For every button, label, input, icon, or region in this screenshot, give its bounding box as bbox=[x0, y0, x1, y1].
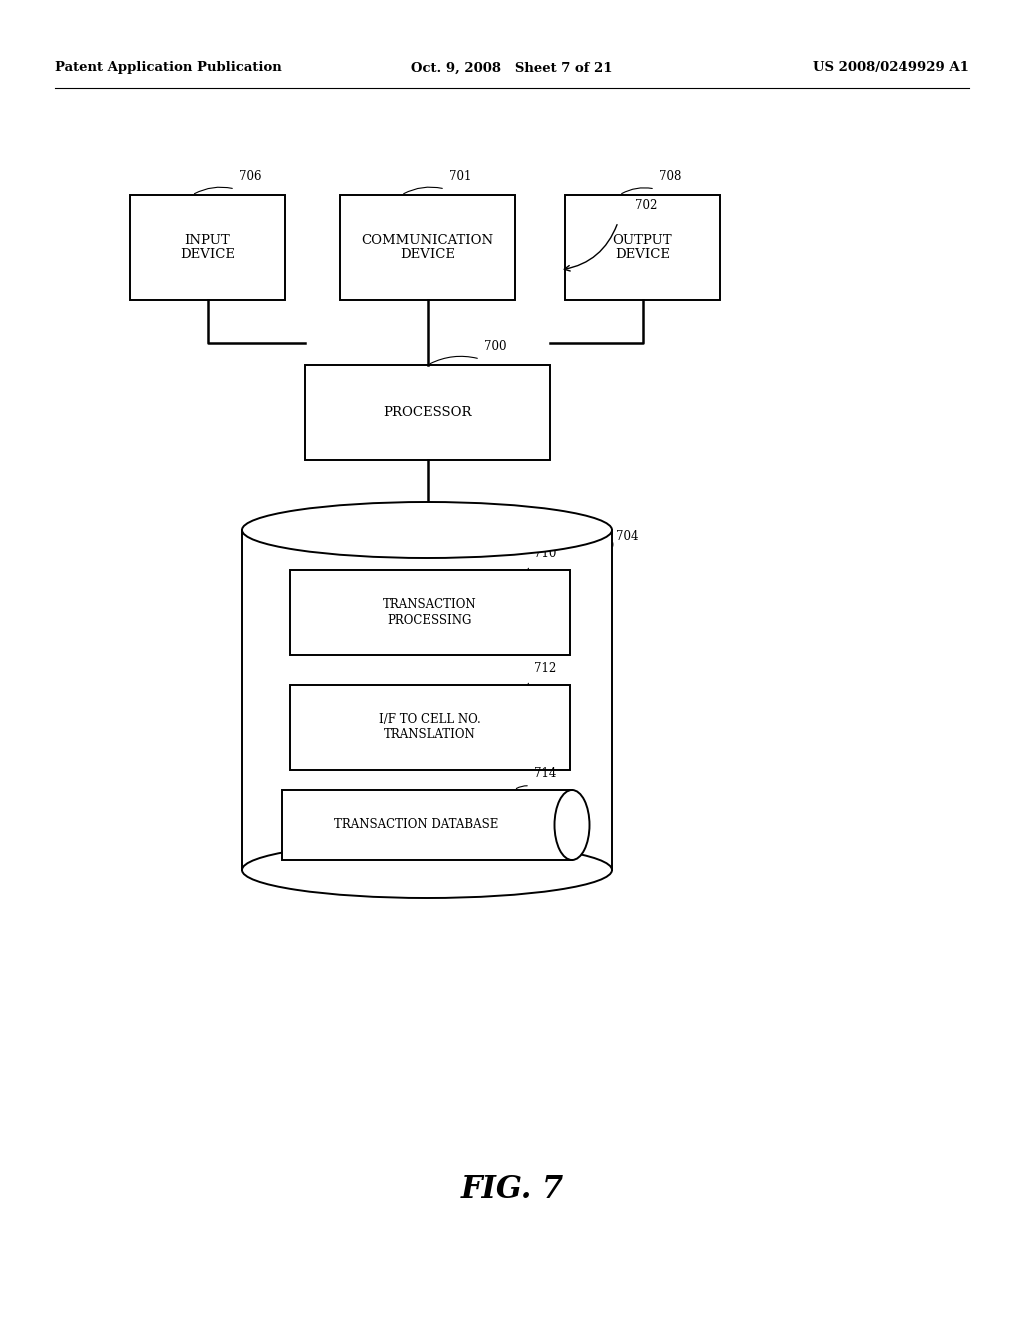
Bar bbox=[290, 570, 570, 655]
Text: 706: 706 bbox=[239, 170, 261, 183]
Text: Patent Application Publication: Patent Application Publication bbox=[55, 62, 282, 74]
Text: Oct. 9, 2008   Sheet 7 of 21: Oct. 9, 2008 Sheet 7 of 21 bbox=[412, 62, 612, 74]
Bar bbox=[282, 789, 572, 861]
Bar bbox=[305, 366, 550, 459]
Bar bbox=[130, 195, 285, 300]
Text: 704: 704 bbox=[616, 531, 639, 543]
Ellipse shape bbox=[242, 502, 612, 558]
Text: COMMUNICATION
DEVICE: COMMUNICATION DEVICE bbox=[361, 234, 494, 261]
Text: I/F TO CELL NO.
TRANSLATION: I/F TO CELL NO. TRANSLATION bbox=[379, 714, 481, 742]
Text: OUTPUT
DEVICE: OUTPUT DEVICE bbox=[612, 234, 673, 261]
Text: TRANSACTION DATABASE: TRANSACTION DATABASE bbox=[334, 818, 499, 832]
Text: 710: 710 bbox=[534, 546, 556, 560]
Text: US 2008/0249929 A1: US 2008/0249929 A1 bbox=[813, 62, 969, 74]
Bar bbox=[565, 195, 720, 300]
Text: INPUT
DEVICE: INPUT DEVICE bbox=[180, 234, 234, 261]
Bar bbox=[242, 531, 612, 870]
Ellipse shape bbox=[242, 842, 612, 898]
Text: 714: 714 bbox=[534, 767, 556, 780]
Text: 701: 701 bbox=[449, 170, 471, 183]
Text: 702: 702 bbox=[635, 199, 657, 213]
Bar bbox=[340, 195, 515, 300]
Text: FIG. 7: FIG. 7 bbox=[461, 1175, 563, 1205]
Text: 700: 700 bbox=[484, 341, 507, 352]
Text: 712: 712 bbox=[534, 663, 556, 675]
Ellipse shape bbox=[555, 789, 590, 861]
Text: TRANSACTION
PROCESSING: TRANSACTION PROCESSING bbox=[383, 598, 477, 627]
Bar bbox=[290, 685, 570, 770]
Text: PROCESSOR: PROCESSOR bbox=[383, 407, 472, 418]
Text: 708: 708 bbox=[659, 170, 681, 183]
